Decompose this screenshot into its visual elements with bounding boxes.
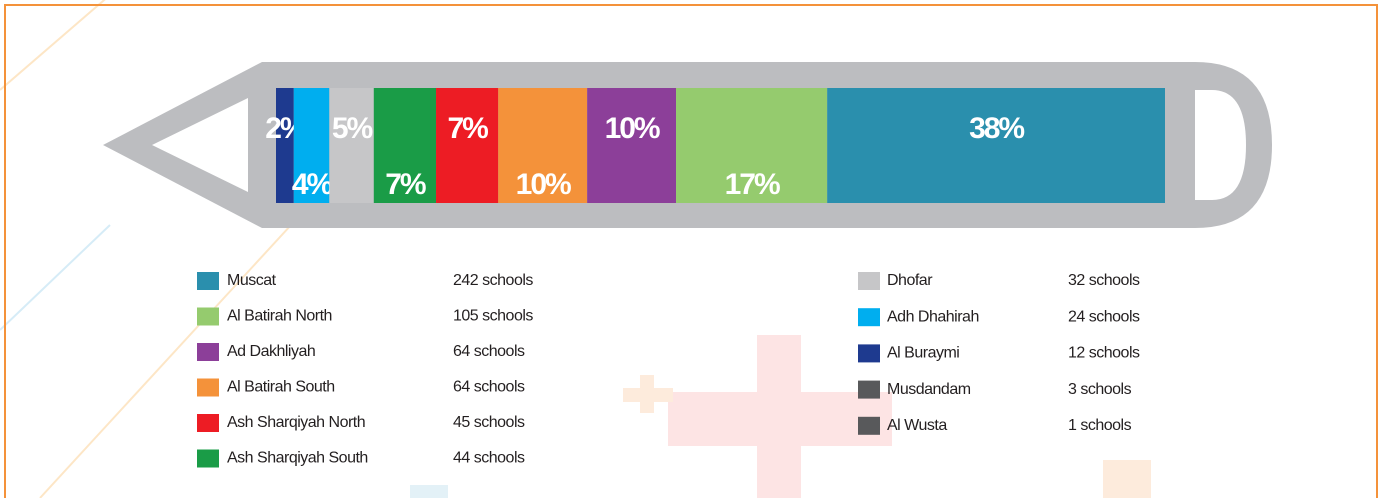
school-count: 32 schools bbox=[1068, 272, 1140, 289]
bar-segment bbox=[373, 88, 437, 203]
legend-label: Ash Sharqiyah North bbox=[227, 414, 365, 431]
legend-label: Al Batirah South bbox=[227, 379, 335, 396]
legend-swatch bbox=[197, 272, 219, 290]
school-count: 64 schools bbox=[453, 343, 525, 360]
school-count: 44 schools bbox=[453, 450, 525, 467]
legend-swatch bbox=[197, 307, 219, 326]
legend-label: Al Batirah North bbox=[227, 308, 332, 325]
value-label: 38% bbox=[969, 112, 1024, 145]
bar-segment bbox=[676, 88, 828, 203]
bar-group: 2%4%5%7%7%10%10%17%38% bbox=[265, 88, 1165, 203]
value-label: 7% bbox=[385, 168, 426, 201]
legend-swatch bbox=[858, 308, 880, 327]
legend-label: Adh Dhahirah bbox=[887, 308, 979, 325]
value-label: 7% bbox=[447, 112, 488, 145]
legend-swatch bbox=[197, 414, 219, 432]
bar-segment bbox=[498, 88, 588, 203]
value-label: 17% bbox=[725, 168, 780, 201]
school-count: 105 schools bbox=[453, 308, 533, 325]
legend-label: Ad Dakhliyah bbox=[227, 343, 315, 360]
legend-swatch bbox=[858, 416, 880, 435]
bar-segment bbox=[827, 88, 1165, 203]
legend-swatch bbox=[858, 344, 880, 363]
legend-label: Al Buraymi bbox=[887, 345, 959, 362]
legend-swatch bbox=[197, 343, 219, 361]
legend-label: Al Wusta bbox=[887, 417, 947, 434]
legend-swatch bbox=[197, 378, 219, 397]
value-label: 4% bbox=[292, 168, 333, 201]
value-label: 10% bbox=[516, 168, 571, 201]
legend-swatch bbox=[197, 449, 219, 468]
legend-label: Musdandam bbox=[887, 381, 971, 398]
value-label: 10% bbox=[605, 112, 660, 145]
school-count: 1 schools bbox=[1068, 417, 1132, 434]
school-count: 242 schools bbox=[453, 272, 533, 289]
bar-segment bbox=[276, 88, 294, 203]
school-count: 3 schools bbox=[1068, 381, 1132, 398]
legend-label: Dhofar bbox=[887, 272, 933, 289]
school-count: 12 schools bbox=[1068, 345, 1140, 362]
legend-swatch bbox=[858, 272, 880, 290]
school-count: 45 schools bbox=[453, 414, 525, 431]
bar-segment bbox=[329, 88, 374, 203]
school-count: 64 schools bbox=[453, 379, 525, 396]
legend-label: Muscat bbox=[227, 272, 277, 289]
bar-segment bbox=[587, 88, 677, 203]
legend-label: Ash Sharqiyah South bbox=[227, 450, 368, 467]
legend: Muscat 242 schools Al Batirah North 105 sch… bbox=[197, 272, 1140, 468]
school-count: 24 schools bbox=[1068, 308, 1140, 325]
bar-segment bbox=[293, 88, 330, 203]
value-label: 5% bbox=[332, 112, 373, 145]
legend-swatch bbox=[858, 380, 880, 399]
bar-segment bbox=[436, 88, 499, 203]
